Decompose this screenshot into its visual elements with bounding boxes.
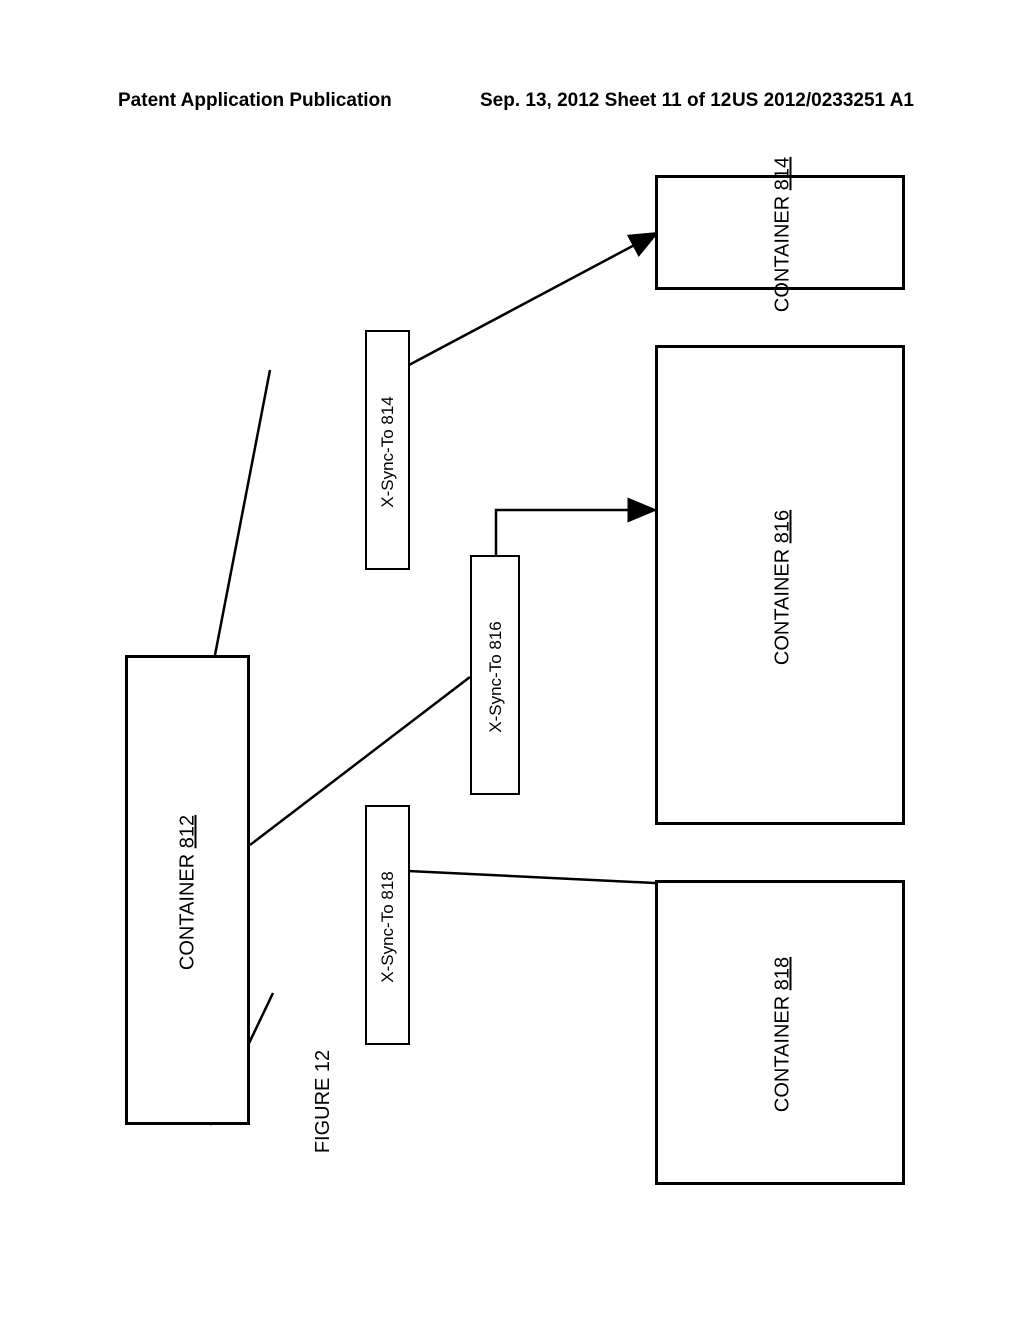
container-812-num: 812: [177, 815, 199, 848]
header-right: US 2012/0233251 A1: [732, 90, 914, 112]
page: Patent Application Publication Sep. 13, …: [0, 0, 1024, 1320]
xsync-818-label: X-Sync-To 818: [378, 857, 398, 997]
figure-caption: FIGURE 12: [312, 1050, 335, 1153]
container-818-box: CONTAINER 818: [655, 880, 905, 1185]
container-816-num: 816: [772, 510, 794, 543]
container-812-label: CONTAINER: [177, 848, 199, 970]
container-818-num: 818: [772, 957, 794, 990]
header-center: Sep. 13, 2012 Sheet 11 of 12: [480, 90, 731, 112]
diagram: CONTAINER 812 CONTAINER 814 CONTAINER 81…: [125, 175, 910, 1175]
container-816-box: CONTAINER 816: [655, 345, 905, 825]
xsync-814-label: X-Sync-To 814: [378, 382, 398, 522]
xsync-818-box: X-Sync-To 818: [365, 805, 410, 1045]
container-814-num: 814: [772, 157, 794, 190]
container-818-label: CONTAINER: [772, 990, 794, 1112]
container-812-box: CONTAINER 812: [125, 655, 250, 1125]
header-left: Patent Application Publication: [118, 90, 392, 112]
container-816-label: CONTAINER: [772, 543, 794, 665]
xsync-816-box: X-Sync-To 816: [470, 555, 520, 795]
xsync-814-box: X-Sync-To 814: [365, 330, 410, 570]
xsync-816-label: X-Sync-To 816: [486, 607, 506, 747]
container-814-box: CONTAINER 814: [655, 175, 905, 290]
container-814-label: CONTAINER: [772, 190, 794, 312]
